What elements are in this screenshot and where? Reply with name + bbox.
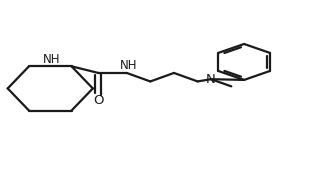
Text: NH: NH: [43, 53, 60, 66]
Text: N: N: [206, 73, 216, 86]
Text: O: O: [93, 94, 104, 107]
Text: NH: NH: [120, 59, 137, 72]
